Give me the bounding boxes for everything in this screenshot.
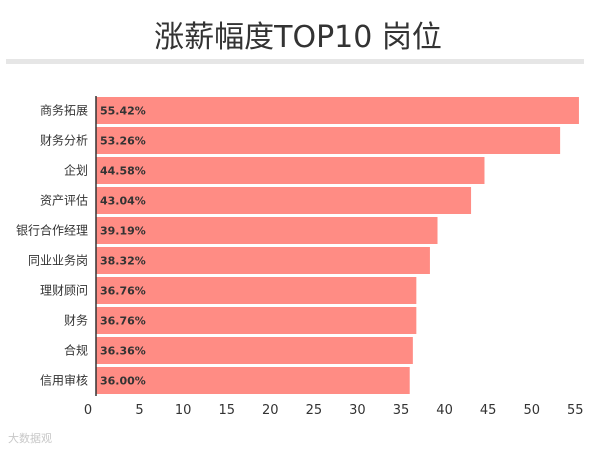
value-label-8: 36.36% (100, 345, 146, 358)
category-label-9: 信用审核 (40, 373, 88, 388)
x-tick-label-7: 35 (393, 403, 410, 418)
category-label-0: 商务拓展 (40, 103, 88, 118)
bar-2 (96, 157, 485, 184)
chart-title: 涨薪幅度TOP10 岗位 (154, 20, 442, 55)
x-tick-label-8: 40 (436, 403, 453, 418)
x-tick-label-5: 25 (306, 403, 323, 418)
category-label-3: 资产评估 (40, 194, 88, 208)
title-divider (6, 59, 584, 64)
x-tick-label-9: 45 (480, 403, 497, 418)
bars-group (96, 97, 579, 394)
category-label-6: 理财顾问 (40, 284, 88, 298)
value-label-2: 44.58% (100, 165, 146, 178)
x-tick-label-3: 15 (218, 403, 235, 418)
x-tick-label-0: 0 (84, 403, 92, 418)
value-label-7: 36.76% (100, 315, 146, 328)
category-label-1: 财务分析 (40, 133, 88, 148)
bar-9 (96, 367, 410, 394)
value-label-4: 39.19% (100, 225, 146, 238)
bar-8 (96, 337, 413, 364)
bar-5 (96, 247, 430, 274)
x-axis-ticks: 0 5 10 15 20 25 30 35 40 45 50 55 (84, 403, 584, 418)
x-tick-label-6: 30 (349, 403, 366, 418)
value-label-5: 38.32% (100, 255, 146, 268)
value-label-1: 53.26% (100, 135, 146, 148)
category-label-8: 合规 (64, 343, 88, 358)
category-label-2: 企划 (64, 163, 88, 178)
value-label-9: 36.00% (100, 375, 146, 388)
category-label-5: 同业业务岗 (28, 253, 88, 268)
bar-3 (96, 187, 472, 214)
x-tick-label-1: 5 (135, 403, 143, 418)
bar-4 (96, 217, 438, 244)
labels-group: 商务拓展 55.42% 财务分析 53.26% 企划 44.58% 资产评估 43.04% 银行… (16, 103, 146, 388)
value-label-0: 55.42% (100, 105, 146, 118)
category-label-4: 银行合作经理 (16, 223, 88, 238)
x-tick-label-4: 20 (262, 403, 279, 418)
value-label-6: 36.76% (100, 285, 146, 298)
value-label-3: 43.04% (100, 195, 146, 208)
x-tick-label-10: 50 (523, 403, 540, 418)
x-tick-label-11: 55 (567, 403, 584, 418)
x-tick-label-2: 10 (175, 403, 192, 418)
bar-6 (96, 277, 417, 304)
bar-7 (96, 307, 417, 334)
category-label-7: 财务 (64, 313, 88, 328)
watermark-logo: 大数据观 (8, 432, 52, 445)
bar-1 (96, 127, 561, 154)
bar-0 (96, 97, 579, 124)
